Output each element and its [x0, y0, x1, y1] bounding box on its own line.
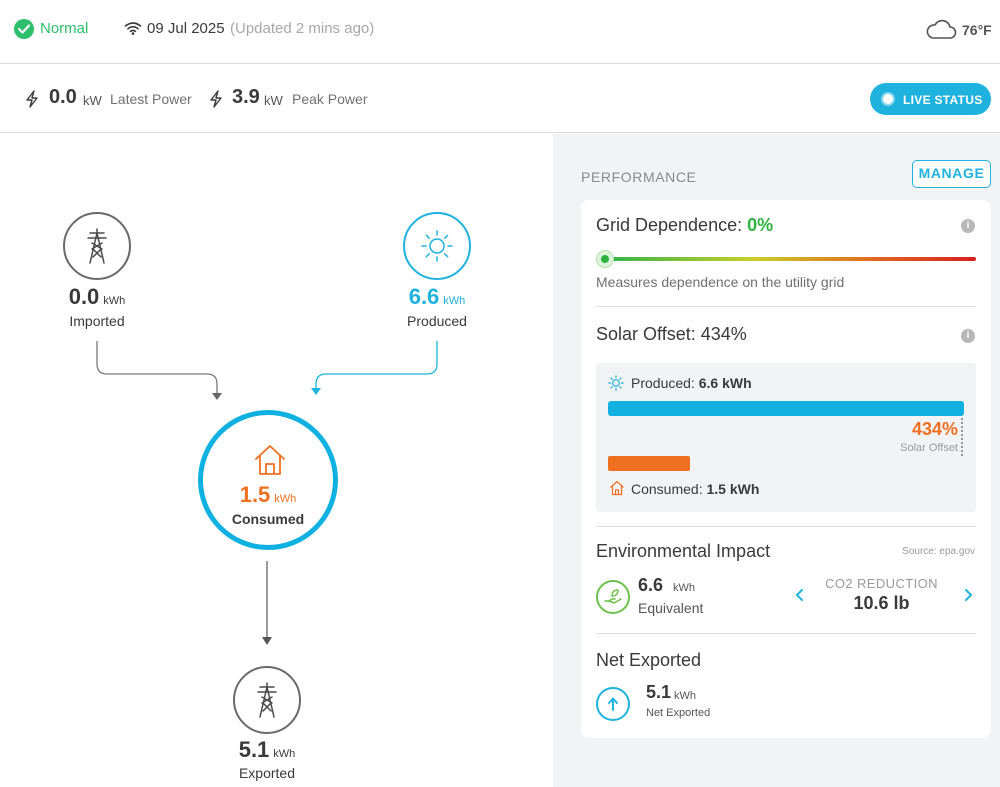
co2-reduction-value: 10.6 lb [853, 593, 910, 613]
latest-power-value: 0.0 [49, 86, 77, 108]
live-status-button[interactable]: LIVE STATUS [870, 83, 991, 115]
utility-tower-icon [257, 682, 277, 718]
arrow-up-icon [596, 687, 630, 721]
top-status-bar: Normal 09 Jul 2025 (Updated 2 mins ago) … [0, 0, 1000, 64]
solar-offset-value: 434% [911, 419, 958, 439]
net-exported-label: Net Exported [646, 707, 711, 719]
cloud-icon [926, 19, 957, 39]
exported-node[interactable] [233, 666, 301, 734]
solar-offset-caption: Solar Offset [900, 442, 958, 454]
consumed-summary: Consumed: 1.5 kWh [631, 481, 760, 497]
energy-flow-diagram: 0.0 kWh Imported 6.6 kWh Produced 1.5 kWh C… [0, 134, 553, 787]
produced-node[interactable] [403, 212, 471, 280]
produced-value: 6.6 kWh [408, 284, 466, 309]
report-date: 09 Jul 2025 [147, 20, 225, 37]
sun-icon [608, 375, 624, 391]
imported-value: 0.0 kWh [68, 284, 126, 309]
latest-power-label: Latest Power [110, 91, 192, 107]
solar-offset-chart: Produced: 6.6 kWh 434% Solar Offset Cons… [596, 363, 976, 512]
environmental-unit: kWh [673, 582, 695, 594]
live-status-label: LIVE STATUS [903, 93, 983, 107]
grid-dependence-title: Grid Dependence: 0% [596, 215, 774, 235]
temperature: 76°F [962, 22, 992, 38]
manage-button[interactable]: MANAGE [912, 160, 991, 188]
environmental-label: Equivalent [638, 600, 704, 616]
consumed-value: 1.5 kWh [239, 482, 297, 507]
flow-connectors [96, 341, 438, 645]
utility-tower-icon [87, 228, 107, 264]
consumed-bar [608, 456, 690, 471]
grid-dependence-indicator [596, 250, 614, 268]
info-icon[interactable]: i [961, 219, 975, 233]
consumed-node[interactable]: 1.5 kWh Consumed [198, 410, 338, 550]
data-source: Source: epa.gov [902, 546, 975, 557]
chevron-right-icon[interactable] [963, 588, 973, 602]
offset-marker [961, 418, 963, 456]
system-status: Normal [40, 20, 89, 37]
co2-reduction-title: CO2 REDUCTION [825, 576, 938, 591]
divider [596, 633, 976, 634]
lightning-icon [26, 90, 38, 108]
peak-power-unit: kW [264, 93, 283, 108]
imported-node[interactable] [63, 212, 131, 280]
info-icon[interactable]: i [961, 329, 975, 343]
solar-offset-title: Solar Offset: 434% [596, 324, 747, 344]
exported-value: 5.1 kWh [238, 737, 296, 762]
live-dot-icon [883, 94, 893, 104]
produced-label: Produced [407, 313, 467, 329]
lightning-icon [210, 90, 222, 108]
wifi-icon [124, 22, 142, 35]
power-summary-bar: 0.0 kW Latest Power 3.9 kW Peak Power LI… [0, 65, 1000, 133]
updated-time: (Updated 2 mins ago) [230, 20, 375, 37]
latest-power-unit: kW [83, 93, 102, 108]
divider [596, 526, 976, 527]
performance-panel: PERFORMANCE MANAGE Grid Dependence: 0% i… [553, 134, 1000, 787]
check-circle-icon [14, 19, 34, 39]
grid-dependence-description: Measures dependence on the utility grid [596, 274, 845, 290]
performance-card: Grid Dependence: 0% i Measures dependenc… [581, 200, 991, 738]
peak-power-value: 3.9 [232, 86, 260, 108]
environmental-impact-title: Environmental Impact [596, 541, 771, 561]
exported-label: Exported [238, 765, 296, 781]
net-exported-unit: kWh [674, 690, 696, 702]
divider [596, 306, 976, 307]
produced-bar [608, 401, 964, 416]
environmental-value: 6.6 [638, 575, 664, 595]
chevron-left-icon[interactable] [795, 588, 805, 602]
performance-title: PERFORMANCE [581, 169, 697, 185]
consumed-label: Consumed [231, 511, 305, 527]
net-exported-value: 5.1 [646, 682, 672, 702]
peak-power-label: Peak Power [292, 91, 368, 107]
sun-icon [421, 230, 453, 262]
imported-label: Imported [69, 313, 125, 329]
house-icon [610, 480, 624, 496]
net-exported-title: Net Exported [596, 650, 702, 670]
grid-dependence-scale [606, 257, 976, 261]
produced-summary: Produced: 6.6 kWh [631, 375, 752, 391]
house-icon [255, 445, 285, 475]
eco-hand-icon [596, 580, 630, 614]
